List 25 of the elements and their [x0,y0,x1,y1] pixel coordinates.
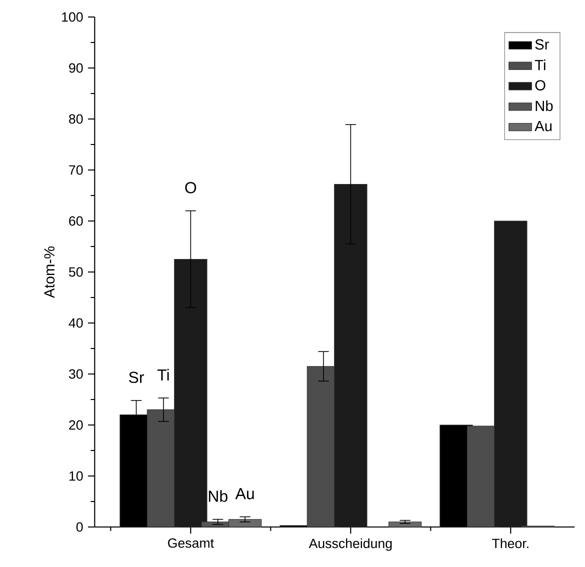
y-tick-label: 0 [76,522,83,532]
legend-label: Sr [535,39,550,50]
y-tick-label: 50 [69,267,83,277]
x-tick-label: Theor. [492,538,528,548]
y-tick-label: 90 [69,63,83,73]
x-tick-label: Gesamt [168,538,214,548]
y-tick-label: 80 [69,114,83,124]
annotation: Nb [208,490,228,502]
x-tick-label: Ausscheidung [308,538,392,551]
y-tick-label: 70 [69,165,83,175]
y-tick-label: 30 [68,369,83,379]
annotation: Ti [157,368,169,380]
y-tick-label: 10 [69,471,83,481]
legend-label: O [535,80,546,90]
annotation: Au [235,488,254,500]
y-tick-label: 100 [62,12,83,22]
y-tick-label: 40 [68,318,83,328]
y-axis-title: Atom-% [44,246,55,298]
legend-label: Ti [534,59,546,70]
y-tick-label: 20 [69,420,83,430]
annotation: Sr [129,372,144,384]
legend-label: Nb [536,100,553,112]
legend-label: Au [534,120,552,132]
annotation: O [185,182,196,194]
y-tick-label: 60 [69,216,83,226]
